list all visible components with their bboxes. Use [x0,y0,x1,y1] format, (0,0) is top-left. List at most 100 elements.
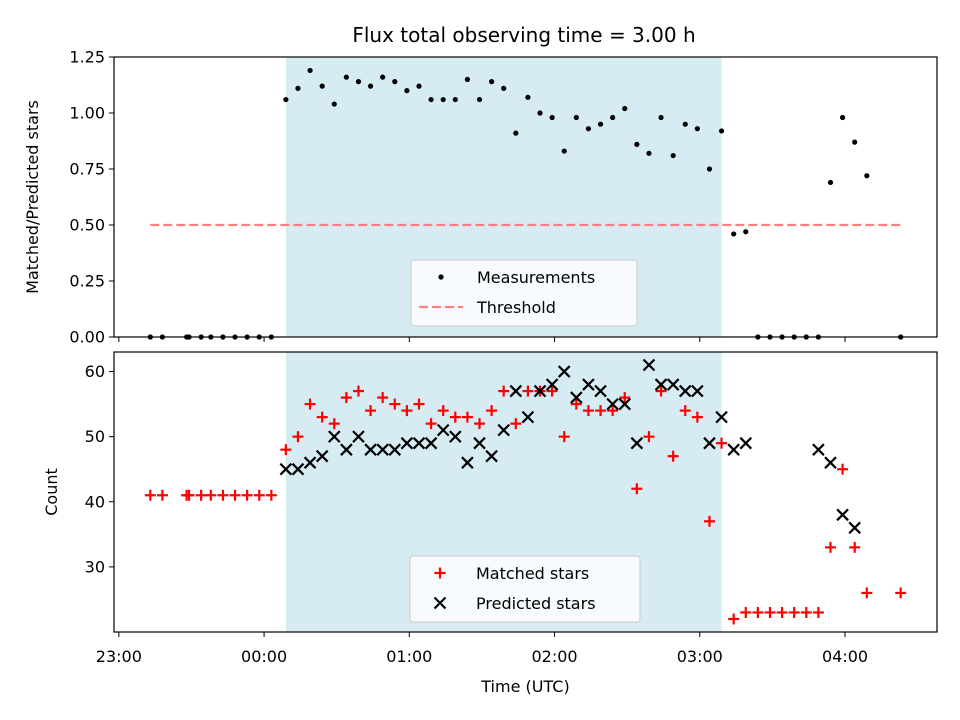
measurement-point [682,121,688,127]
measurement-point [561,148,567,154]
measurement-point [622,105,628,112]
predicted-star-point [364,443,377,456]
predicted-star-point [678,384,692,398]
measurement-point [573,114,579,121]
bottom-y-tick-label: 40 [85,492,105,511]
predicted-star-point [436,423,450,437]
predicted-star-point [691,384,704,398]
measurement-point [525,94,531,100]
predicted-star-point [279,462,293,476]
measurement-point [428,96,434,103]
matched-star-point [241,489,253,501]
legend-measurements-label: Measurements [477,268,595,287]
measurement-point [610,114,616,121]
matched-star-point [788,606,800,618]
matched-star-point [217,489,229,501]
matched-star-point [156,489,168,501]
measurement-point [513,130,519,136]
predicted-star-point [557,365,571,378]
predicted-star-point [412,436,426,450]
matched-star-point [183,489,195,501]
matched-star-point [377,392,389,404]
measurement-point [585,126,592,132]
measurement-point [355,79,362,85]
predicted-star-point [836,508,849,522]
matched-star-point [776,606,788,618]
matched-star-point [728,613,740,625]
measurement-point [597,121,604,127]
measurement-point [380,74,386,80]
measurement-point [489,79,495,85]
top-legend: Measurements Threshold [410,259,638,327]
matched-star-point [340,392,352,404]
measurement-point [404,88,410,94]
predicted-star-point [352,430,365,443]
predicted-star-point [739,436,753,450]
matched-star-point [703,515,715,527]
predicted-star-point [497,423,510,437]
matched-star-point [205,489,217,501]
predicted-stars-points [279,358,861,535]
matched-star-point [861,587,873,599]
top-legend-box [410,259,638,327]
measurement-point [694,126,700,132]
predicted-star-point [848,521,861,535]
bottom-y-ticks: 30 40 50 60 [85,362,114,576]
x-tick-label: 01:00 [386,647,432,666]
x-tick-label: 23:00 [96,647,142,666]
predicted-star-point [315,449,329,463]
measurement-point [319,83,325,89]
measurement-point [634,141,640,147]
matched-star-point [461,411,473,423]
measurement-point [839,114,846,121]
predicted-star-point [545,378,559,391]
top-axes-frame [113,56,938,338]
matched-star-point [474,418,486,430]
predicted-star-point [473,436,486,450]
matched-star-point [800,606,812,618]
predicted-star-point [727,443,740,456]
matched-star-point [304,398,316,410]
top-y-axis-label: Matched/Predicted stars [23,100,42,294]
measurement-point [343,74,349,80]
predicted-star-point [824,456,837,469]
matched-star-point [764,606,776,618]
predicted-star-point [400,436,414,450]
matched-star-point [498,385,510,397]
legend-matched-marker [434,567,446,579]
x-tick-label: 02:00 [531,647,577,666]
matched-star-point [389,398,401,410]
measurement-point [464,76,471,82]
matched-star-point [253,489,265,501]
top-y-tick-label: 1.25 [69,48,105,67]
matched-star-point [437,405,449,417]
matched-star-point [292,431,304,443]
predicted-star-point [303,456,317,469]
predicted-star-point [449,430,462,443]
measurement-point [731,231,737,237]
measurement-point [440,96,446,103]
matched-star-point [352,385,364,397]
measurement-point [743,229,749,235]
measurement-point [452,96,458,103]
predicted-star-point [606,397,619,411]
bottom-legend: Matched stars Predicted stars [409,555,641,623]
measurement-points [147,67,904,340]
measurement-point [864,173,870,179]
top-y-tick-label: 0.50 [69,216,105,235]
predicted-star-point [533,384,547,398]
matched-star-point [449,411,461,423]
matched-star-point [265,489,277,501]
predicted-star-point [812,443,825,456]
measurement-point [295,85,301,91]
legend-x-glyph [433,596,447,610]
matched-star-point [486,405,498,417]
measurement-point [537,110,543,116]
measurement-point [283,96,289,103]
predicted-star-point [570,391,583,404]
predicted-star-point [642,358,656,372]
top-y-tick-label: 0.75 [69,160,105,179]
measurement-point [307,67,313,74]
matched-star-point [401,405,413,417]
